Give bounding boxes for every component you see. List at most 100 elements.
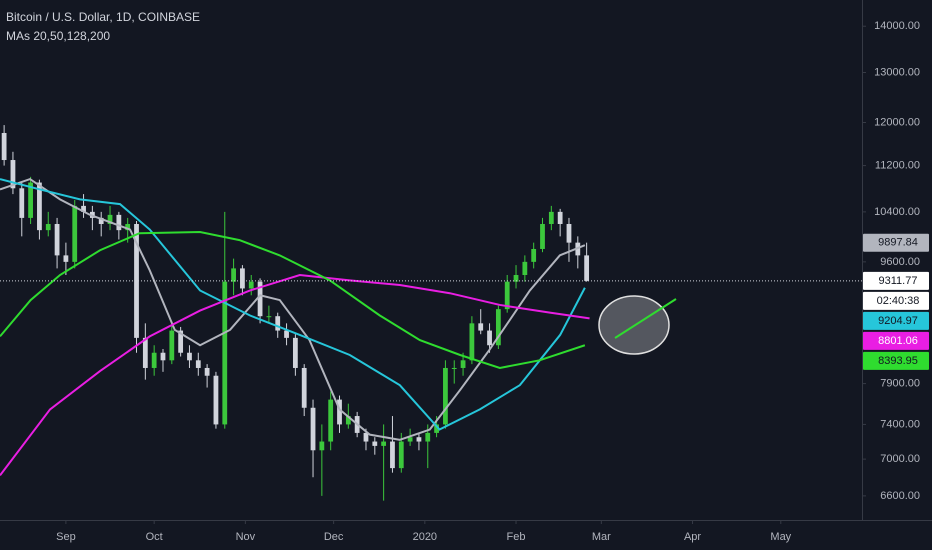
candle-body [363, 432, 369, 442]
price-tag: 9897.84 [878, 237, 918, 249]
candle-body [134, 223, 139, 338]
candle-body [142, 337, 148, 368]
candle-body [469, 323, 475, 361]
moving-average [0, 231, 586, 370]
candle-body [248, 281, 254, 289]
candle-body [301, 367, 307, 408]
y-tick-label: 12000.00 [874, 116, 920, 128]
candle-body [504, 281, 510, 310]
candle-body [566, 223, 572, 243]
y-tick-label: 6600.00 [880, 490, 920, 502]
candle-body [345, 416, 351, 425]
candle-body [231, 268, 236, 282]
chart-title: Bitcoin / U.S. Dollar, 1D, COINBASE [6, 10, 200, 24]
candle-body [107, 214, 113, 224]
moving-average [0, 178, 586, 441]
price-tag-bg [863, 351, 929, 370]
candle-body [531, 248, 537, 262]
x-tick-label: Nov [236, 531, 256, 543]
y-tick-label: 9600.00 [880, 256, 920, 268]
x-tick-label: Apr [684, 531, 701, 543]
y-tick-label: 7000.00 [880, 453, 920, 465]
candle-body [81, 205, 86, 212]
candle-body [213, 375, 219, 425]
candle-body [522, 261, 528, 276]
candle-body [381, 441, 387, 446]
moving-average [0, 178, 586, 431]
x-tick-label: Feb [507, 531, 526, 543]
price-tag-bg [863, 271, 929, 290]
candle-body [443, 367, 448, 425]
y-tick-label: 11200.00 [875, 159, 920, 171]
countdown: 02:40:38 [877, 295, 920, 307]
moving-average [0, 273, 590, 477]
price-tag-bg [863, 233, 929, 252]
candle-body [19, 188, 25, 218]
price-tag: 8801.06 [878, 335, 918, 347]
price-tag: 9204.97 [878, 315, 918, 327]
candle-body [540, 223, 545, 249]
candle-body [284, 330, 289, 338]
x-tick-label: May [770, 531, 791, 543]
y-tick-label: 13000.00 [874, 66, 920, 78]
candle-body [125, 223, 131, 231]
candle-body [548, 211, 554, 224]
candle-body [478, 323, 484, 331]
candle-body [10, 160, 16, 189]
candle-body [72, 205, 78, 262]
y-tick-label: 14000.00 [874, 20, 920, 32]
candle-body [328, 399, 334, 442]
candle-body [222, 281, 228, 425]
x-tick-label: Mar [592, 531, 611, 543]
plot [0, 125, 862, 501]
candle-body [372, 441, 378, 446]
candle-body [116, 214, 122, 231]
x-tick-label: Oct [146, 531, 163, 543]
y-tick-label: 7900.00 [880, 377, 920, 389]
candle-body [584, 255, 590, 281]
candle-body [407, 437, 413, 442]
candle-body [319, 441, 325, 451]
candle-body [266, 316, 272, 318]
candle-body [240, 268, 245, 289]
candle-body [337, 399, 342, 425]
candle-body [487, 330, 492, 346]
candle-body [1, 132, 7, 161]
candle-body [398, 441, 404, 469]
candle-body [275, 316, 281, 331]
candle-body [178, 330, 184, 353]
candle-body [292, 337, 298, 368]
candle-body [187, 352, 192, 361]
y-tick-label: 7400.00 [880, 418, 920, 430]
candle-body [310, 407, 316, 451]
candle-body [160, 352, 166, 361]
candle-body [460, 360, 466, 368]
y-tick-label: 10400.00 [874, 206, 920, 218]
price-tag: 8393.95 [878, 355, 918, 367]
candle-body [513, 275, 519, 282]
price-tag-bg [863, 331, 929, 350]
candle-body [425, 432, 431, 442]
candle-body [63, 255, 69, 262]
annotation-line [614, 298, 677, 339]
candle-body [98, 217, 104, 224]
candle-body [416, 437, 422, 442]
candle-body [451, 367, 457, 369]
countdown-bg [863, 291, 929, 310]
candle-body [557, 211, 563, 224]
candle-body [195, 360, 201, 368]
x-tick-label: Sep [56, 531, 76, 543]
candle-body [390, 441, 395, 469]
candle-body [54, 223, 60, 256]
x-tick-label: Dec [324, 531, 344, 543]
candle-body [151, 352, 157, 368]
candle-body [45, 223, 51, 231]
price-tag-bg [863, 311, 929, 330]
candle-body [37, 182, 42, 231]
candle-body [495, 309, 501, 346]
price-tag: 9311.77 [879, 275, 918, 287]
candle-body [204, 367, 210, 376]
x-tick-label: 2020 [413, 531, 437, 543]
